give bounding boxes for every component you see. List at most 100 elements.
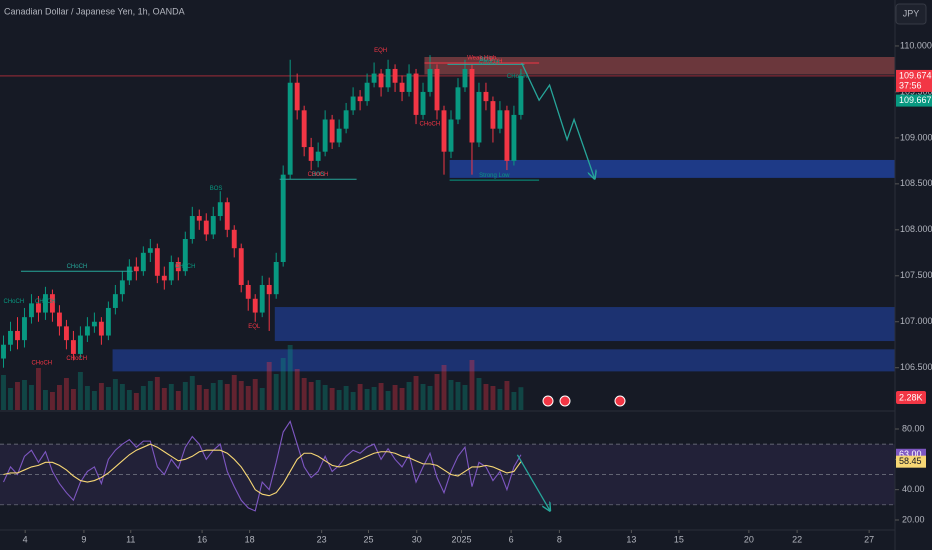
annotation: CHoCH xyxy=(35,299,56,305)
candle-body xyxy=(63,326,69,341)
rsi-value-label: 63.00 xyxy=(899,449,922,459)
volume-bar xyxy=(420,384,426,410)
x-tick-label: 8 xyxy=(557,534,562,544)
candle-body xyxy=(266,284,272,295)
candle-body xyxy=(43,294,48,313)
candle-body xyxy=(469,68,475,143)
volume-bar xyxy=(43,390,48,410)
volume-bar xyxy=(70,389,76,410)
candle-body xyxy=(36,303,41,313)
volume-bar xyxy=(462,385,468,410)
x-tick-label: 20 xyxy=(744,534,754,544)
x-tick-label: 23 xyxy=(317,534,327,544)
volume-bar xyxy=(385,391,391,410)
volume-bar xyxy=(287,345,293,410)
candle-body xyxy=(518,75,524,115)
volume-bar xyxy=(105,387,111,410)
volume-bar xyxy=(301,378,307,410)
candle-body xyxy=(301,110,307,148)
volume-bar xyxy=(441,365,447,410)
volume-bar xyxy=(259,388,265,410)
event-icon[interactable] xyxy=(614,395,626,407)
candle-body xyxy=(287,82,293,175)
candle-body xyxy=(161,275,167,281)
currency-label[interactable]: JPY xyxy=(903,8,920,18)
y-tick-label: 107.500 xyxy=(900,270,932,280)
volume-bar xyxy=(308,382,314,410)
annotation: CHoCH xyxy=(3,299,24,305)
last-price-label: 109.674 xyxy=(899,70,932,80)
candle-body xyxy=(77,335,83,354)
volume-bar xyxy=(29,385,34,410)
candle-body xyxy=(273,261,279,295)
order-block-zone xyxy=(424,56,895,75)
candle-body xyxy=(357,96,363,102)
candle-body xyxy=(133,266,139,272)
volume-bar xyxy=(476,378,482,410)
candle-body xyxy=(119,280,125,295)
x-tick-label: 15 xyxy=(674,534,684,544)
currency-button[interactable] xyxy=(895,3,927,25)
candle-body xyxy=(455,87,461,120)
volume-bar xyxy=(182,382,188,410)
annotation: EQL xyxy=(248,324,261,330)
rsi-ma-box xyxy=(896,455,926,468)
volume-label: 2.28K xyxy=(899,392,923,402)
x-tick-label: 4 xyxy=(23,534,28,544)
candle-body xyxy=(84,326,90,336)
structure-label: Strong Low xyxy=(479,173,510,179)
volume-bar xyxy=(378,383,384,410)
volume-bar xyxy=(413,376,419,410)
volume-bar xyxy=(119,384,125,410)
x-tick-label: 6 xyxy=(509,534,514,544)
candle-body xyxy=(385,68,391,88)
candle-body xyxy=(98,321,104,336)
candle-body xyxy=(483,91,489,102)
candle-body xyxy=(476,91,482,143)
volume-bar xyxy=(84,386,90,410)
volume-label-box xyxy=(896,391,926,404)
volume-bar xyxy=(252,379,258,410)
candle-body xyxy=(259,284,265,313)
candle-body xyxy=(203,220,209,235)
volume-bar xyxy=(112,379,118,410)
candle-body xyxy=(315,151,321,161)
volume-bar xyxy=(161,388,167,410)
candle-body xyxy=(364,82,370,102)
x-tick-label: 22 xyxy=(792,534,802,544)
order-block-zone xyxy=(112,349,895,372)
candle-body xyxy=(49,294,55,313)
candle-body xyxy=(280,174,286,262)
volume-bar xyxy=(175,391,181,410)
volume-bar xyxy=(231,375,237,410)
volume-bar xyxy=(273,374,279,410)
candle-body xyxy=(322,119,328,152)
volume-bar xyxy=(455,382,461,410)
rsi-tick-label: 40.00 xyxy=(902,484,925,494)
last-price-box xyxy=(896,69,932,92)
volume-bar xyxy=(168,384,174,410)
volume-bar xyxy=(196,385,202,410)
event-icon[interactable] xyxy=(542,395,554,407)
back-layer xyxy=(0,56,895,506)
volume-bar xyxy=(22,380,27,410)
y-tick-label: 108.500 xyxy=(900,178,932,188)
candle-body xyxy=(420,91,426,115)
structure-label: BOS xyxy=(312,172,325,178)
annotation: CHoCH xyxy=(175,264,196,270)
candle-body xyxy=(308,147,314,161)
event-icon[interactable] xyxy=(559,395,571,407)
annotation: CHoCH xyxy=(479,60,500,66)
candle-body xyxy=(105,307,111,336)
annotation: BOS xyxy=(210,186,223,192)
candle-body xyxy=(371,73,377,83)
volume-bar xyxy=(36,368,41,410)
x-tick-label: 2025 xyxy=(451,534,471,544)
annotation: EQH xyxy=(374,48,387,54)
volume-bar xyxy=(371,387,377,410)
candle-body xyxy=(210,216,216,235)
annotation: EQH xyxy=(489,59,502,65)
candle-body xyxy=(427,68,433,92)
annotation: CHoCH xyxy=(31,361,52,367)
